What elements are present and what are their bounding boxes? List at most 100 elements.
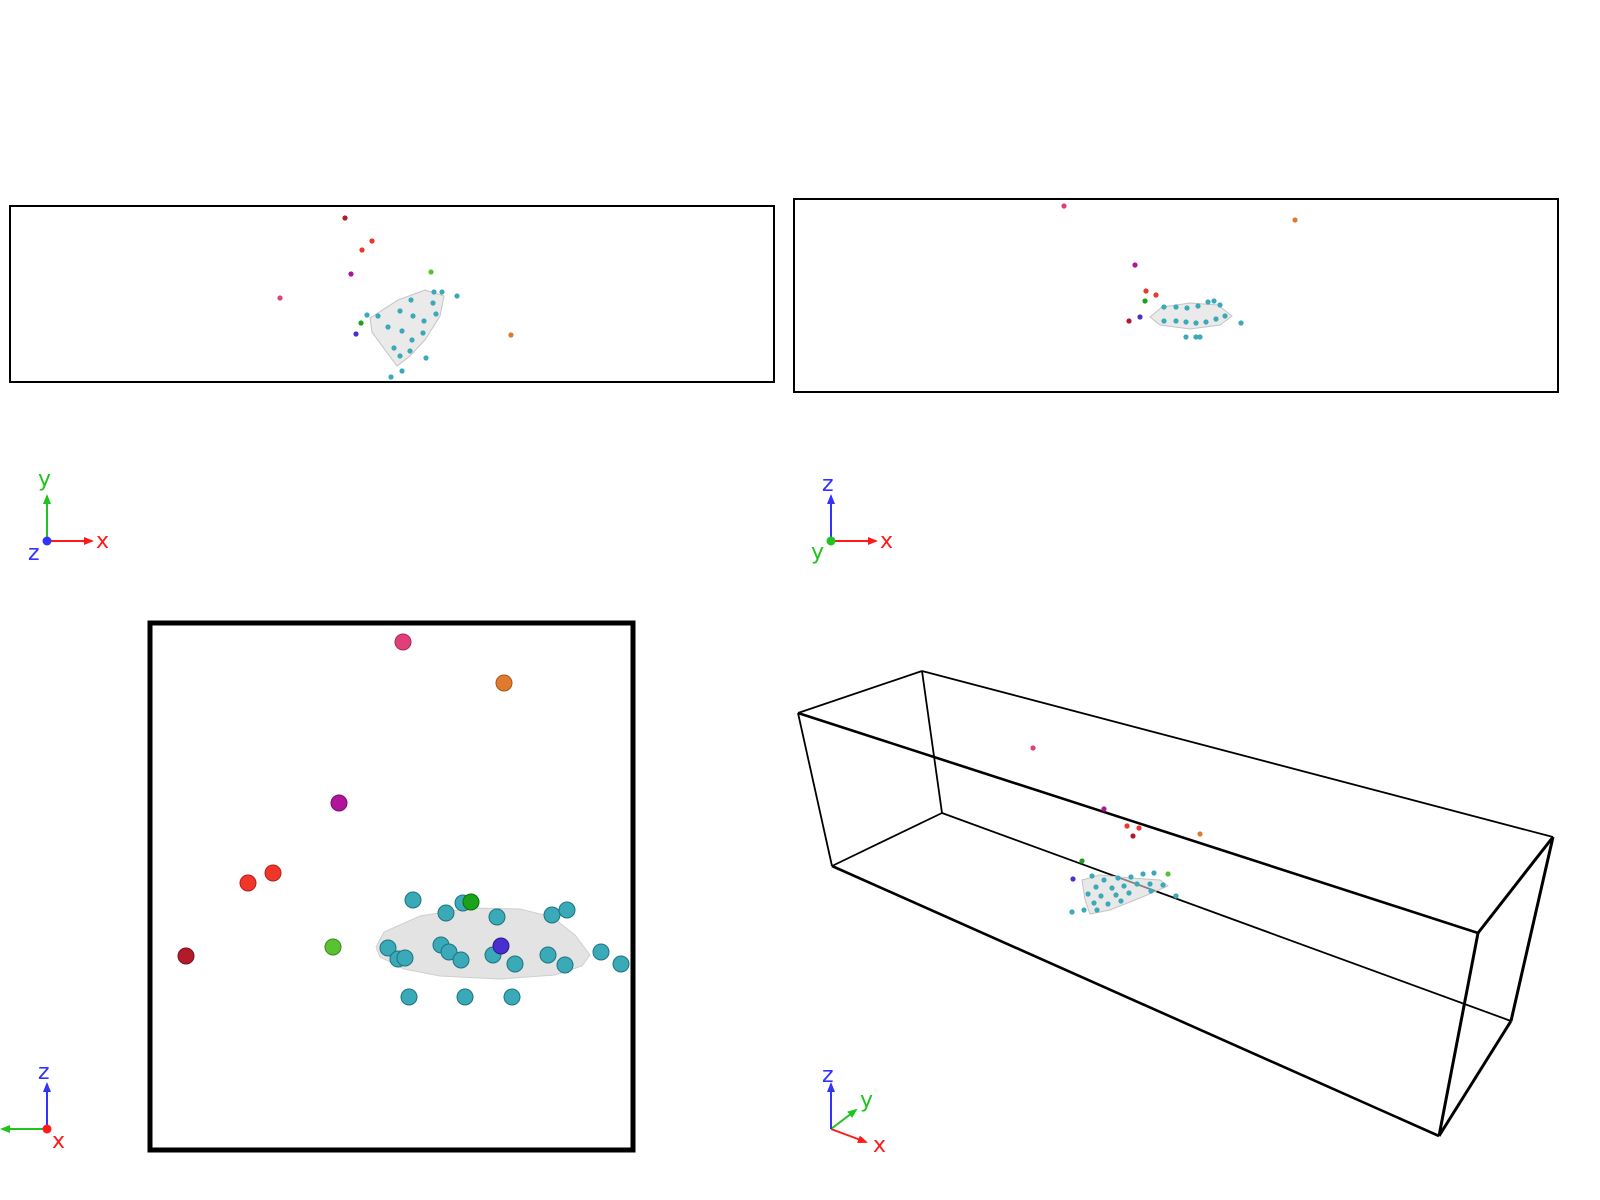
atom-cyan xyxy=(431,289,437,295)
atom-cyan xyxy=(1173,304,1179,310)
z-axis-label: z xyxy=(822,472,834,497)
perspective-view-panel xyxy=(797,670,1555,1138)
atoms xyxy=(177,633,630,1006)
axis-triad-perspective-view: x y z xyxy=(822,1063,886,1158)
atom-magenta xyxy=(1101,806,1107,812)
x-axis-label: x xyxy=(873,1133,886,1158)
atom-cyan xyxy=(440,943,458,961)
atom-cyan xyxy=(1217,302,1223,308)
x-axis-label: x xyxy=(52,1129,65,1154)
z-axis-label: z xyxy=(822,1063,834,1088)
atom-cyan xyxy=(420,330,426,336)
atom-cyan xyxy=(503,988,521,1006)
atom-cyan xyxy=(1213,316,1219,322)
atoms xyxy=(1030,745,1203,915)
surface-hull xyxy=(1149,302,1233,330)
atom-darkred xyxy=(1126,318,1132,324)
atom-cyan xyxy=(430,300,436,306)
atom-cyan xyxy=(379,939,397,957)
atom-magenta xyxy=(330,794,348,812)
atom-cyan xyxy=(1183,319,1189,325)
atom-cyan xyxy=(399,328,405,334)
atom-magenta xyxy=(348,271,354,277)
atom-cyan xyxy=(1184,305,1190,311)
atoms xyxy=(277,215,514,380)
atom-cyan xyxy=(1134,881,1140,887)
atom-pink xyxy=(1061,203,1067,209)
atom-cyan xyxy=(1160,882,1166,888)
atom-cyan xyxy=(397,353,403,359)
atom-darkred xyxy=(1130,833,1136,839)
atom-cyan xyxy=(1109,885,1115,891)
axis-triad-top-view: x y z xyxy=(28,467,109,566)
atom-pink xyxy=(394,633,412,651)
atom-cyan xyxy=(1222,313,1228,319)
atom-cyan xyxy=(556,956,574,974)
atom-cyan xyxy=(1148,888,1154,894)
atom-cyan xyxy=(506,955,524,973)
atom-darkred xyxy=(177,947,195,965)
atom-cyan xyxy=(488,908,506,926)
atom-lime xyxy=(428,269,434,275)
atom-cyan xyxy=(409,337,415,343)
atom-cyan xyxy=(1118,898,1124,904)
atom-magenta xyxy=(1132,262,1138,268)
atom-cyan xyxy=(1161,318,1167,324)
atom-cyan xyxy=(408,297,414,303)
y-axis-label: y xyxy=(860,1088,873,1113)
atom-cyan xyxy=(1128,874,1134,880)
atom-cyan xyxy=(375,313,381,319)
x-axis-dot xyxy=(42,1124,52,1134)
atom-cyan xyxy=(404,891,422,909)
atom-red xyxy=(1136,825,1142,831)
atom-cyan xyxy=(400,988,418,1006)
atom-green xyxy=(1079,858,1085,864)
atom-green xyxy=(358,320,364,326)
atom-cyan xyxy=(1173,893,1179,899)
unit-cell-box xyxy=(793,198,1559,393)
atom-cyan xyxy=(433,311,439,317)
atom-cyan xyxy=(1081,907,1087,913)
atom-cyan xyxy=(410,313,416,319)
atom-cyan xyxy=(1089,873,1095,879)
atom-cyan xyxy=(1205,299,1211,305)
atom-cyan xyxy=(1211,298,1217,304)
atom-cyan xyxy=(421,318,427,324)
atom-cyan xyxy=(1101,877,1107,883)
atom-red xyxy=(1143,288,1149,294)
atom-cyan xyxy=(1140,871,1146,877)
atom-cyan xyxy=(437,904,455,922)
atom-cyan xyxy=(543,906,561,924)
y-axis-arrow xyxy=(830,1108,858,1130)
atom-darkred xyxy=(342,215,348,221)
atom-cyan xyxy=(399,368,405,374)
side-view-panel xyxy=(147,620,636,1153)
atom-cyan xyxy=(1105,901,1111,907)
surface-hull xyxy=(1081,874,1169,915)
atom-cyan xyxy=(1126,890,1132,896)
atom-cyan xyxy=(1183,334,1189,340)
y-axis-dot xyxy=(826,536,836,546)
x-axis-label: x xyxy=(96,529,109,554)
atom-cyan xyxy=(396,949,414,967)
atom-cyan xyxy=(439,289,445,295)
atom-cyan xyxy=(1193,334,1199,340)
atom-red xyxy=(239,874,257,892)
atoms xyxy=(1061,203,1298,340)
atom-orange xyxy=(1292,217,1298,223)
atom-green xyxy=(462,893,480,911)
atom-cyan xyxy=(1161,304,1167,310)
atom-red xyxy=(264,864,282,882)
atom-cyan xyxy=(1091,900,1097,906)
z-axis-label: z xyxy=(38,1060,50,1085)
y-axis-label: y xyxy=(811,540,824,565)
atom-cyan xyxy=(423,355,429,361)
atom-cyan xyxy=(1085,891,1091,897)
atom-cyan xyxy=(407,348,413,354)
axis-triad-side-view: z x y xyxy=(0,1060,65,1154)
atom-cyan xyxy=(1173,318,1179,324)
atom-cyan xyxy=(558,901,576,919)
atom-blue xyxy=(492,937,510,955)
atom-cyan xyxy=(1093,884,1099,890)
